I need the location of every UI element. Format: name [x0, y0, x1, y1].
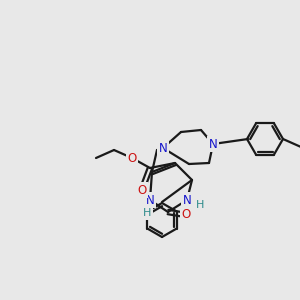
Text: H: H: [143, 208, 151, 218]
Text: O: O: [128, 152, 136, 164]
Text: N: N: [146, 194, 154, 206]
Text: O: O: [182, 208, 190, 221]
Text: N: N: [183, 194, 191, 206]
Text: N: N: [208, 137, 217, 151]
Text: N: N: [159, 142, 167, 154]
Text: H: H: [196, 200, 204, 210]
Text: O: O: [137, 184, 147, 196]
